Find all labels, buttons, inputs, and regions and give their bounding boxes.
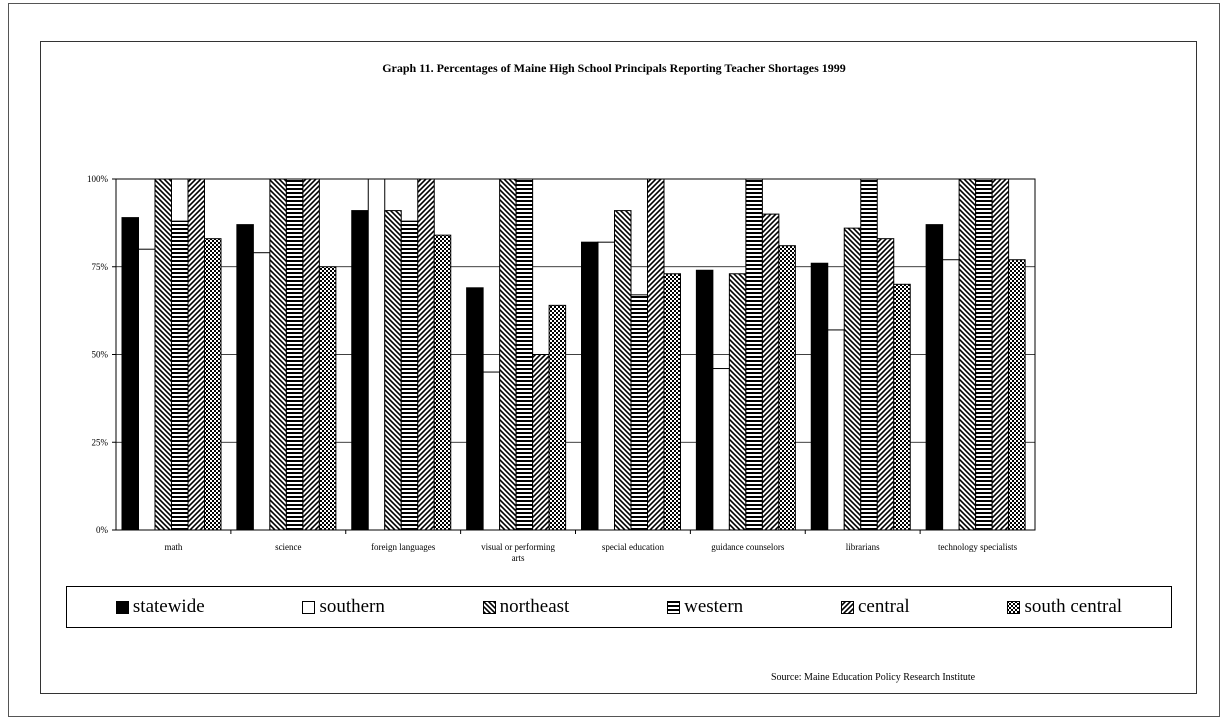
bar-southern (827, 329, 845, 531)
bar-southern (712, 368, 730, 531)
bar-southern (482, 371, 501, 531)
bar-statewide (351, 210, 369, 531)
bar-central (187, 178, 205, 531)
legend-swatch (840, 600, 854, 614)
x-tick-label: foreign languages (371, 542, 436, 552)
legend-swatch (482, 600, 496, 614)
bar-south-central (318, 266, 337, 531)
chart-title: Graph 11. Percentages of Maine High Scho… (382, 61, 846, 75)
bar-western (630, 294, 648, 531)
bar-south-central (778, 245, 796, 531)
legend-item-northeast: northeast (482, 596, 570, 618)
bar-south-central (893, 283, 911, 531)
bar-statewide (925, 224, 944, 531)
legend-swatch (1007, 600, 1021, 614)
bar-central (876, 238, 895, 531)
legend-label: northeast (499, 596, 570, 617)
bar-central (647, 178, 665, 531)
page-frame (8, 3, 1220, 717)
bar-southern (252, 252, 271, 531)
bar-statewide (810, 262, 829, 531)
legend-label: southern (319, 596, 385, 617)
bar-south-central (1008, 259, 1026, 531)
bar-central (532, 354, 550, 531)
y-tick-label: 100% (87, 174, 109, 184)
legend-item-southern: southern (302, 596, 385, 618)
bar-central (417, 178, 435, 531)
x-tick-label: technology specialists (938, 542, 1018, 552)
bar-central (761, 213, 780, 531)
legend-item-western: western (667, 596, 743, 618)
bar-western (515, 178, 534, 531)
legend-item-central: central (840, 596, 910, 618)
bar-statewide (695, 269, 714, 531)
bar-northeast (154, 178, 172, 531)
legend-swatch (302, 600, 316, 614)
bar-northeast (499, 178, 517, 531)
y-tick-label: 25% (92, 437, 109, 447)
bar-south-central (548, 304, 567, 531)
legend-label: central (857, 596, 910, 617)
bar-southern (138, 248, 156, 531)
bar-western (745, 178, 763, 531)
bar-statewide (121, 217, 139, 531)
y-axis-ticks: 0% 25% 50% 75% 100% (87, 174, 116, 535)
legend-label: south central (1024, 596, 1123, 617)
bar-south-central (663, 273, 681, 531)
legend-label: statewide (132, 596, 205, 617)
bars (121, 178, 1026, 531)
x-tick-label: special education (602, 542, 665, 552)
bar-western (860, 178, 878, 531)
x-tick-label: science (275, 542, 301, 552)
bar-northeast (958, 178, 977, 531)
bar-south-central (204, 238, 222, 531)
y-tick-label: 0% (96, 525, 109, 535)
bar-northeast (384, 210, 402, 531)
bar-western (171, 220, 189, 531)
bar-southern (367, 178, 386, 531)
x-tick-label: visual or performing arts (481, 542, 555, 563)
y-tick-label: 75% (92, 262, 109, 272)
bar-statewide (236, 224, 254, 531)
bar-statewide (466, 287, 484, 531)
x-tick-label: librarians (846, 542, 880, 552)
bar-northeast (269, 178, 287, 531)
legend-item-statewide: statewide (115, 596, 205, 618)
bar-south-central (433, 234, 452, 531)
legend-label: western (684, 596, 744, 617)
x-tick-label: guidance counselors (711, 542, 785, 552)
bar-central (991, 178, 1010, 531)
bar-northeast (728, 273, 747, 531)
bar-western (285, 178, 304, 531)
x-axis-ticks: math science foreign languages visual or pe… (164, 530, 1018, 563)
legend: statewide southern northeast western central… (66, 586, 1172, 628)
legend-swatch (667, 600, 681, 614)
legend-item-south-central: south central (1007, 596, 1122, 618)
bar-northeast (614, 210, 632, 531)
bar-northeast (843, 227, 862, 531)
bar-southern (597, 241, 615, 531)
legend-swatch (115, 600, 129, 614)
bar-western (975, 178, 993, 531)
x-tick-label: math (164, 542, 182, 552)
bar-southern (942, 259, 960, 531)
source-note: Source: Maine Education Policy Research … (771, 672, 976, 683)
y-tick-label: 50% (92, 350, 109, 360)
bar-central (302, 178, 320, 531)
bar-statewide (581, 241, 599, 531)
chart-area-frame (40, 41, 1197, 694)
bar-western (400, 220, 419, 531)
